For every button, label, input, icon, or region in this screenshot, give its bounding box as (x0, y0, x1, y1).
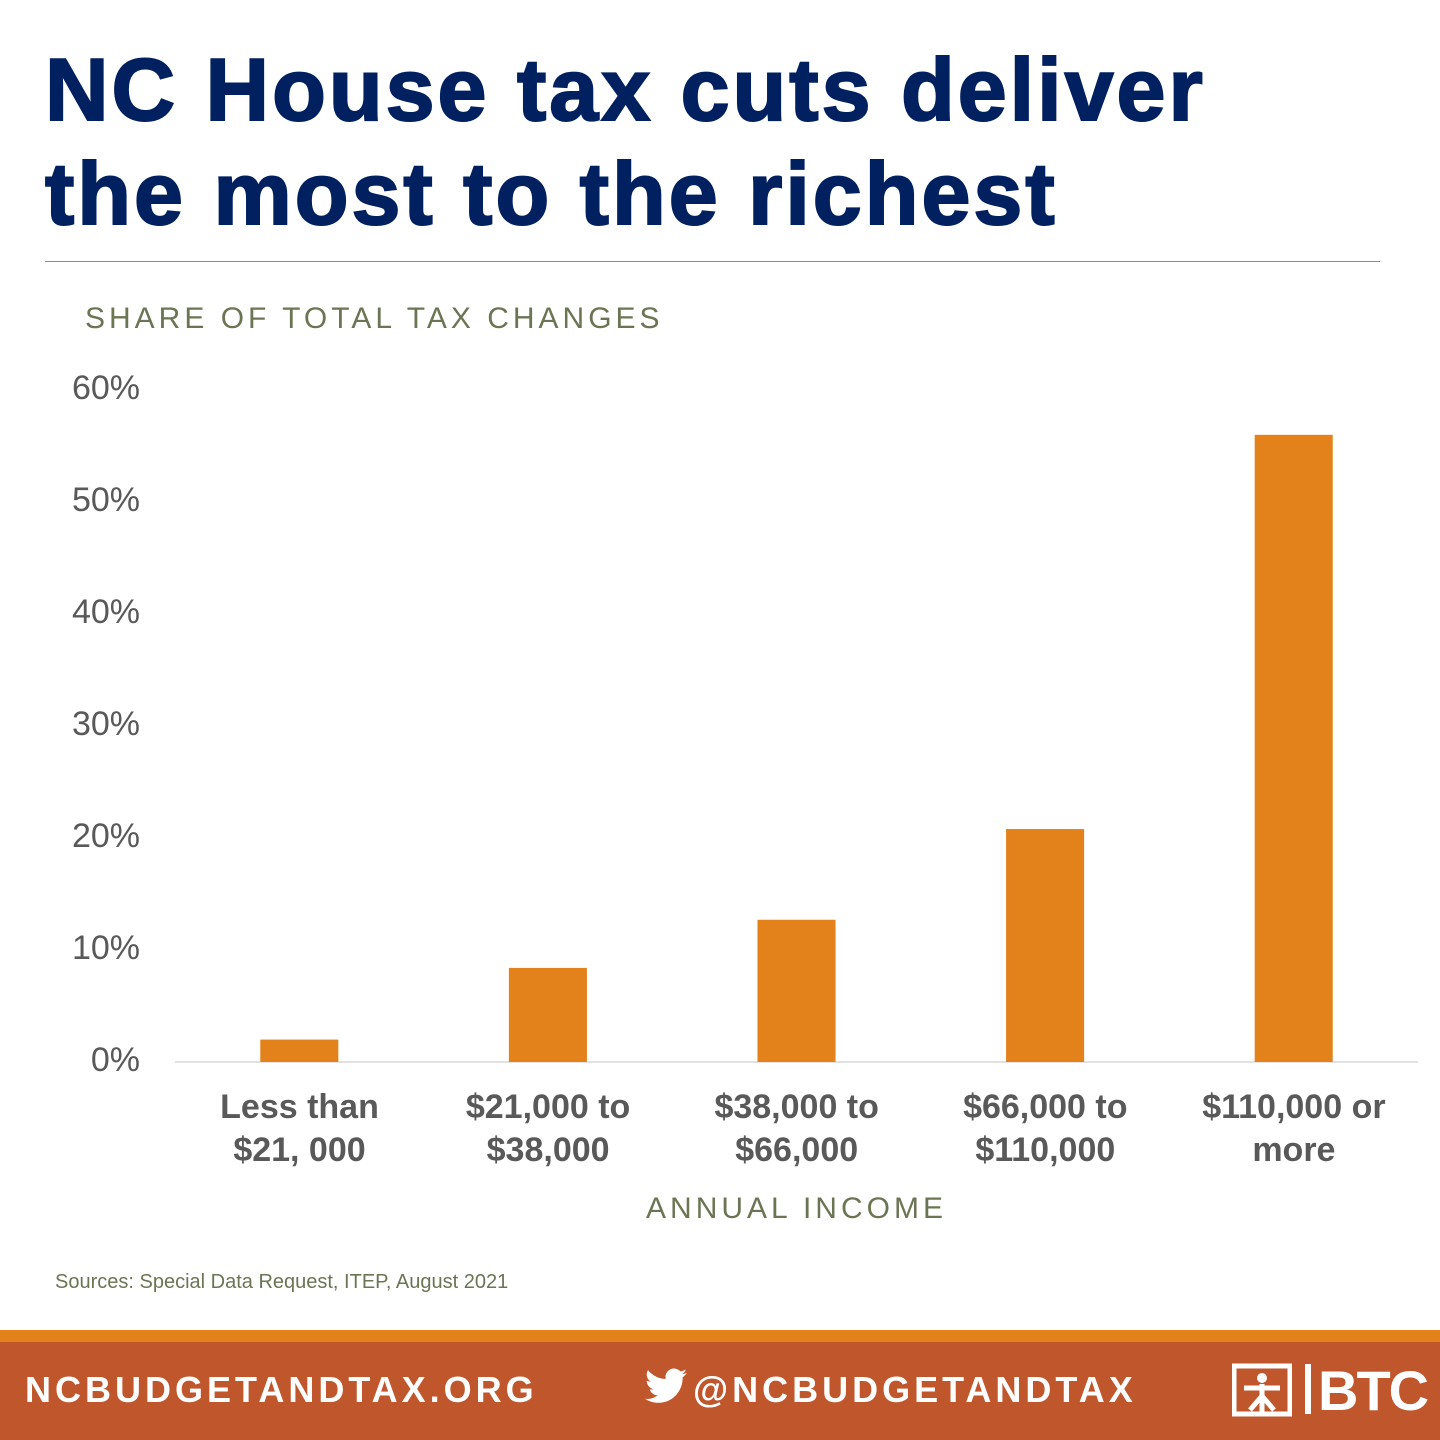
y-tick-label: 0% (90, 1041, 140, 1079)
bar (508, 967, 587, 1062)
chart (175, 434, 1418, 1063)
y-tick-label: 20% (71, 817, 140, 855)
footer-twitter[interactable]: @NCBUDGETANDTAX (693, 1369, 1137, 1410)
divider (45, 261, 1380, 262)
logo-divider (1305, 1364, 1311, 1414)
x-tick-label: $110,000 or more (1202, 1088, 1386, 1169)
source-note: Sources: Special Data Request, ITEP, Aug… (55, 1271, 509, 1293)
logo-text: BTC (1318, 1359, 1429, 1422)
footer-band (0, 1342, 1440, 1440)
y-tick-label: 40% (71, 593, 140, 631)
y-axis-title: SHARE OF TOTAL TAX CHANGES (85, 302, 664, 335)
bar (260, 1039, 339, 1062)
twitter-icon (645, 1368, 687, 1403)
y-tick-label: 10% (71, 929, 140, 967)
chart-title: NC House tax cuts deliver the most to th… (44, 39, 1206, 244)
x-axis-title: ANNUAL INCOME (646, 1192, 947, 1225)
x-tick-label: Less than $21, 000 (220, 1088, 379, 1169)
y-tick-label: 50% (71, 481, 140, 519)
y-tick-label: 60% (71, 369, 140, 407)
footer-strip (0, 1330, 1440, 1342)
y-tick-label: 30% (71, 705, 140, 743)
bar (1006, 829, 1085, 1062)
bar (1254, 434, 1333, 1062)
logo-icon (1232, 1363, 1292, 1417)
x-tick-label: $66,000 to $110,000 (963, 1088, 1128, 1169)
x-tick-label: $21,000 to $38,000 (465, 1088, 631, 1169)
footer-website[interactable]: NCBUDGETANDTAX.ORG (25, 1369, 538, 1410)
x-tick-label: $38,000 to $66,000 (714, 1088, 879, 1169)
bar (757, 919, 836, 1062)
